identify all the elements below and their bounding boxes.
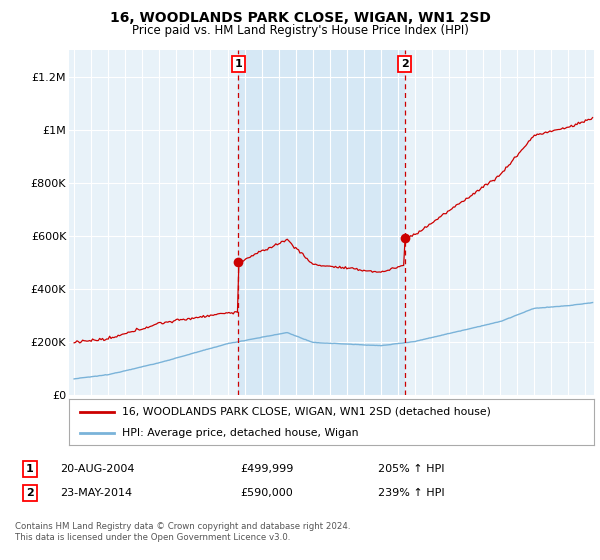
Text: £590,000: £590,000 bbox=[240, 488, 293, 498]
Text: HPI: Average price, detached house, Wigan: HPI: Average price, detached house, Wiga… bbox=[121, 428, 358, 438]
Text: 23-MAY-2014: 23-MAY-2014 bbox=[60, 488, 132, 498]
Text: 16, WOODLANDS PARK CLOSE, WIGAN, WN1 2SD (detached house): 16, WOODLANDS PARK CLOSE, WIGAN, WN1 2SD… bbox=[121, 407, 490, 417]
Text: 205% ↑ HPI: 205% ↑ HPI bbox=[378, 464, 445, 474]
Bar bbox=[238, 50, 404, 395]
Text: Contains HM Land Registry data © Crown copyright and database right 2024.: Contains HM Land Registry data © Crown c… bbox=[15, 522, 350, 531]
Text: 2: 2 bbox=[401, 59, 409, 69]
Text: 1: 1 bbox=[26, 464, 34, 474]
Text: This data is licensed under the Open Government Licence v3.0.: This data is licensed under the Open Gov… bbox=[15, 533, 290, 542]
Text: 1: 1 bbox=[235, 59, 242, 69]
Text: 2: 2 bbox=[26, 488, 34, 498]
Text: 20-AUG-2004: 20-AUG-2004 bbox=[60, 464, 134, 474]
Text: 239% ↑ HPI: 239% ↑ HPI bbox=[378, 488, 445, 498]
Text: 16, WOODLANDS PARK CLOSE, WIGAN, WN1 2SD: 16, WOODLANDS PARK CLOSE, WIGAN, WN1 2SD bbox=[110, 11, 490, 25]
Text: £499,999: £499,999 bbox=[240, 464, 293, 474]
Text: Price paid vs. HM Land Registry's House Price Index (HPI): Price paid vs. HM Land Registry's House … bbox=[131, 24, 469, 36]
